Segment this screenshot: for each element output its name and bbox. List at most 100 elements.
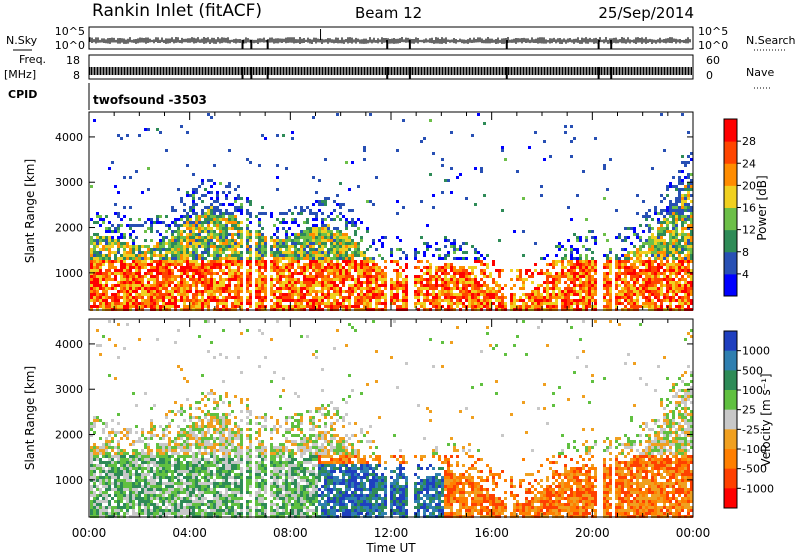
heatmap-cell <box>321 221 324 224</box>
heatmap-cell <box>657 281 660 284</box>
heatmap-cell <box>480 254 483 257</box>
heatmap-cell <box>192 299 195 302</box>
heatmap-cell <box>201 296 204 299</box>
heatmap-cell <box>336 275 339 278</box>
heatmap-cell <box>570 269 573 272</box>
heatmap-cell <box>297 248 300 251</box>
heatmap-cell <box>228 293 231 296</box>
heatmap-cell <box>321 299 324 302</box>
heatmap-cell <box>186 242 189 245</box>
heatmap-cell <box>348 302 351 305</box>
heatmap-cell <box>237 242 240 245</box>
heatmap-cell <box>603 296 606 299</box>
heatmap-cell <box>108 473 111 476</box>
heatmap-cell <box>123 506 126 509</box>
heatmap-cell <box>657 236 660 239</box>
heatmap-cell <box>294 239 297 242</box>
nsky-trace <box>89 29 691 49</box>
heatmap-cell <box>660 287 663 290</box>
heatmap-cell <box>369 278 372 281</box>
heatmap-cell <box>132 248 135 251</box>
heatmap-cell <box>141 455 144 458</box>
heatmap-cell <box>480 293 483 296</box>
heatmap-cell <box>657 245 660 248</box>
heatmap-cell <box>690 215 693 218</box>
heatmap-cell <box>177 299 180 302</box>
heatmap-cell <box>162 512 165 515</box>
heatmap-cell <box>99 503 102 506</box>
heatmap-cell <box>183 272 186 275</box>
heatmap-cell <box>132 242 135 245</box>
heatmap-cell <box>231 302 234 305</box>
heatmap-cell <box>684 194 687 197</box>
heatmap-cell <box>333 272 336 275</box>
heatmap-cell <box>120 494 123 497</box>
heatmap-cell <box>141 473 144 476</box>
heatmap-cell <box>498 290 501 293</box>
heatmap-cell <box>159 305 162 308</box>
heatmap-cell <box>180 254 183 257</box>
heatmap-cell <box>582 272 585 275</box>
heatmap-cell <box>651 281 654 284</box>
heatmap-cell <box>303 263 306 266</box>
heatmap-cell <box>150 434 153 437</box>
heatmap-cell <box>687 173 690 176</box>
heatmap-cell <box>216 302 219 305</box>
heatmap-cell <box>216 263 219 266</box>
heatmap-cell <box>663 299 666 302</box>
heatmap-cell <box>450 281 453 284</box>
heatmap-cell <box>234 284 237 287</box>
heatmap-cell <box>159 131 162 134</box>
heatmap-cell <box>258 251 261 254</box>
heatmap-cell <box>474 275 477 278</box>
heatmap-cell <box>237 293 240 296</box>
heatmap-cell <box>270 245 273 248</box>
heatmap-cell <box>405 296 408 299</box>
heatmap-cell <box>168 248 171 251</box>
heatmap-cell <box>90 470 93 473</box>
heatmap-cell <box>108 167 111 170</box>
heatmap-cell <box>561 266 564 269</box>
heatmap-cell <box>186 287 189 290</box>
heatmap-cell <box>687 161 690 164</box>
heatmap-cell <box>99 293 102 296</box>
heatmap-cell <box>453 275 456 278</box>
heatmap-cell <box>579 272 582 275</box>
heatmap-cell <box>111 302 114 305</box>
heatmap-cell <box>657 275 660 278</box>
heatmap-cell <box>186 296 189 299</box>
heatmap-cell <box>138 284 141 287</box>
heatmap-cell <box>441 284 444 287</box>
heatmap-cell <box>681 179 684 182</box>
heatmap-cell <box>129 302 132 305</box>
heatmap-cell <box>471 134 474 137</box>
heatmap-cell <box>246 278 249 281</box>
heatmap-cell <box>216 227 219 230</box>
heatmap-cell <box>285 167 288 170</box>
heatmap-cell <box>615 302 618 305</box>
heatmap-cell <box>648 269 651 272</box>
heatmap-cell <box>375 266 378 269</box>
heatmap-cell <box>108 272 111 275</box>
heatmap-cell <box>141 485 144 488</box>
heatmap-cell <box>591 260 594 263</box>
heatmap-cell <box>636 299 639 302</box>
heatmap-cell <box>258 260 261 263</box>
heatmap-cell <box>219 302 222 305</box>
heatmap-cell <box>642 251 645 254</box>
heatmap-cell <box>342 254 345 257</box>
heatmap-cell <box>240 236 243 239</box>
heatmap-cell <box>168 269 171 272</box>
heatmap-cell <box>120 467 123 470</box>
heatmap-cell <box>576 257 579 260</box>
heatmap-cell <box>666 251 669 254</box>
heatmap-cell <box>291 275 294 278</box>
heatmap-cell <box>651 218 654 221</box>
heatmap-cell <box>111 461 114 464</box>
heatmap-cell <box>246 290 249 293</box>
heatmap-cell <box>645 260 648 263</box>
heatmap-cell <box>651 251 654 254</box>
heatmap-cell <box>639 284 642 287</box>
heatmap-cell <box>465 272 468 275</box>
heatmap-cell <box>321 266 324 269</box>
